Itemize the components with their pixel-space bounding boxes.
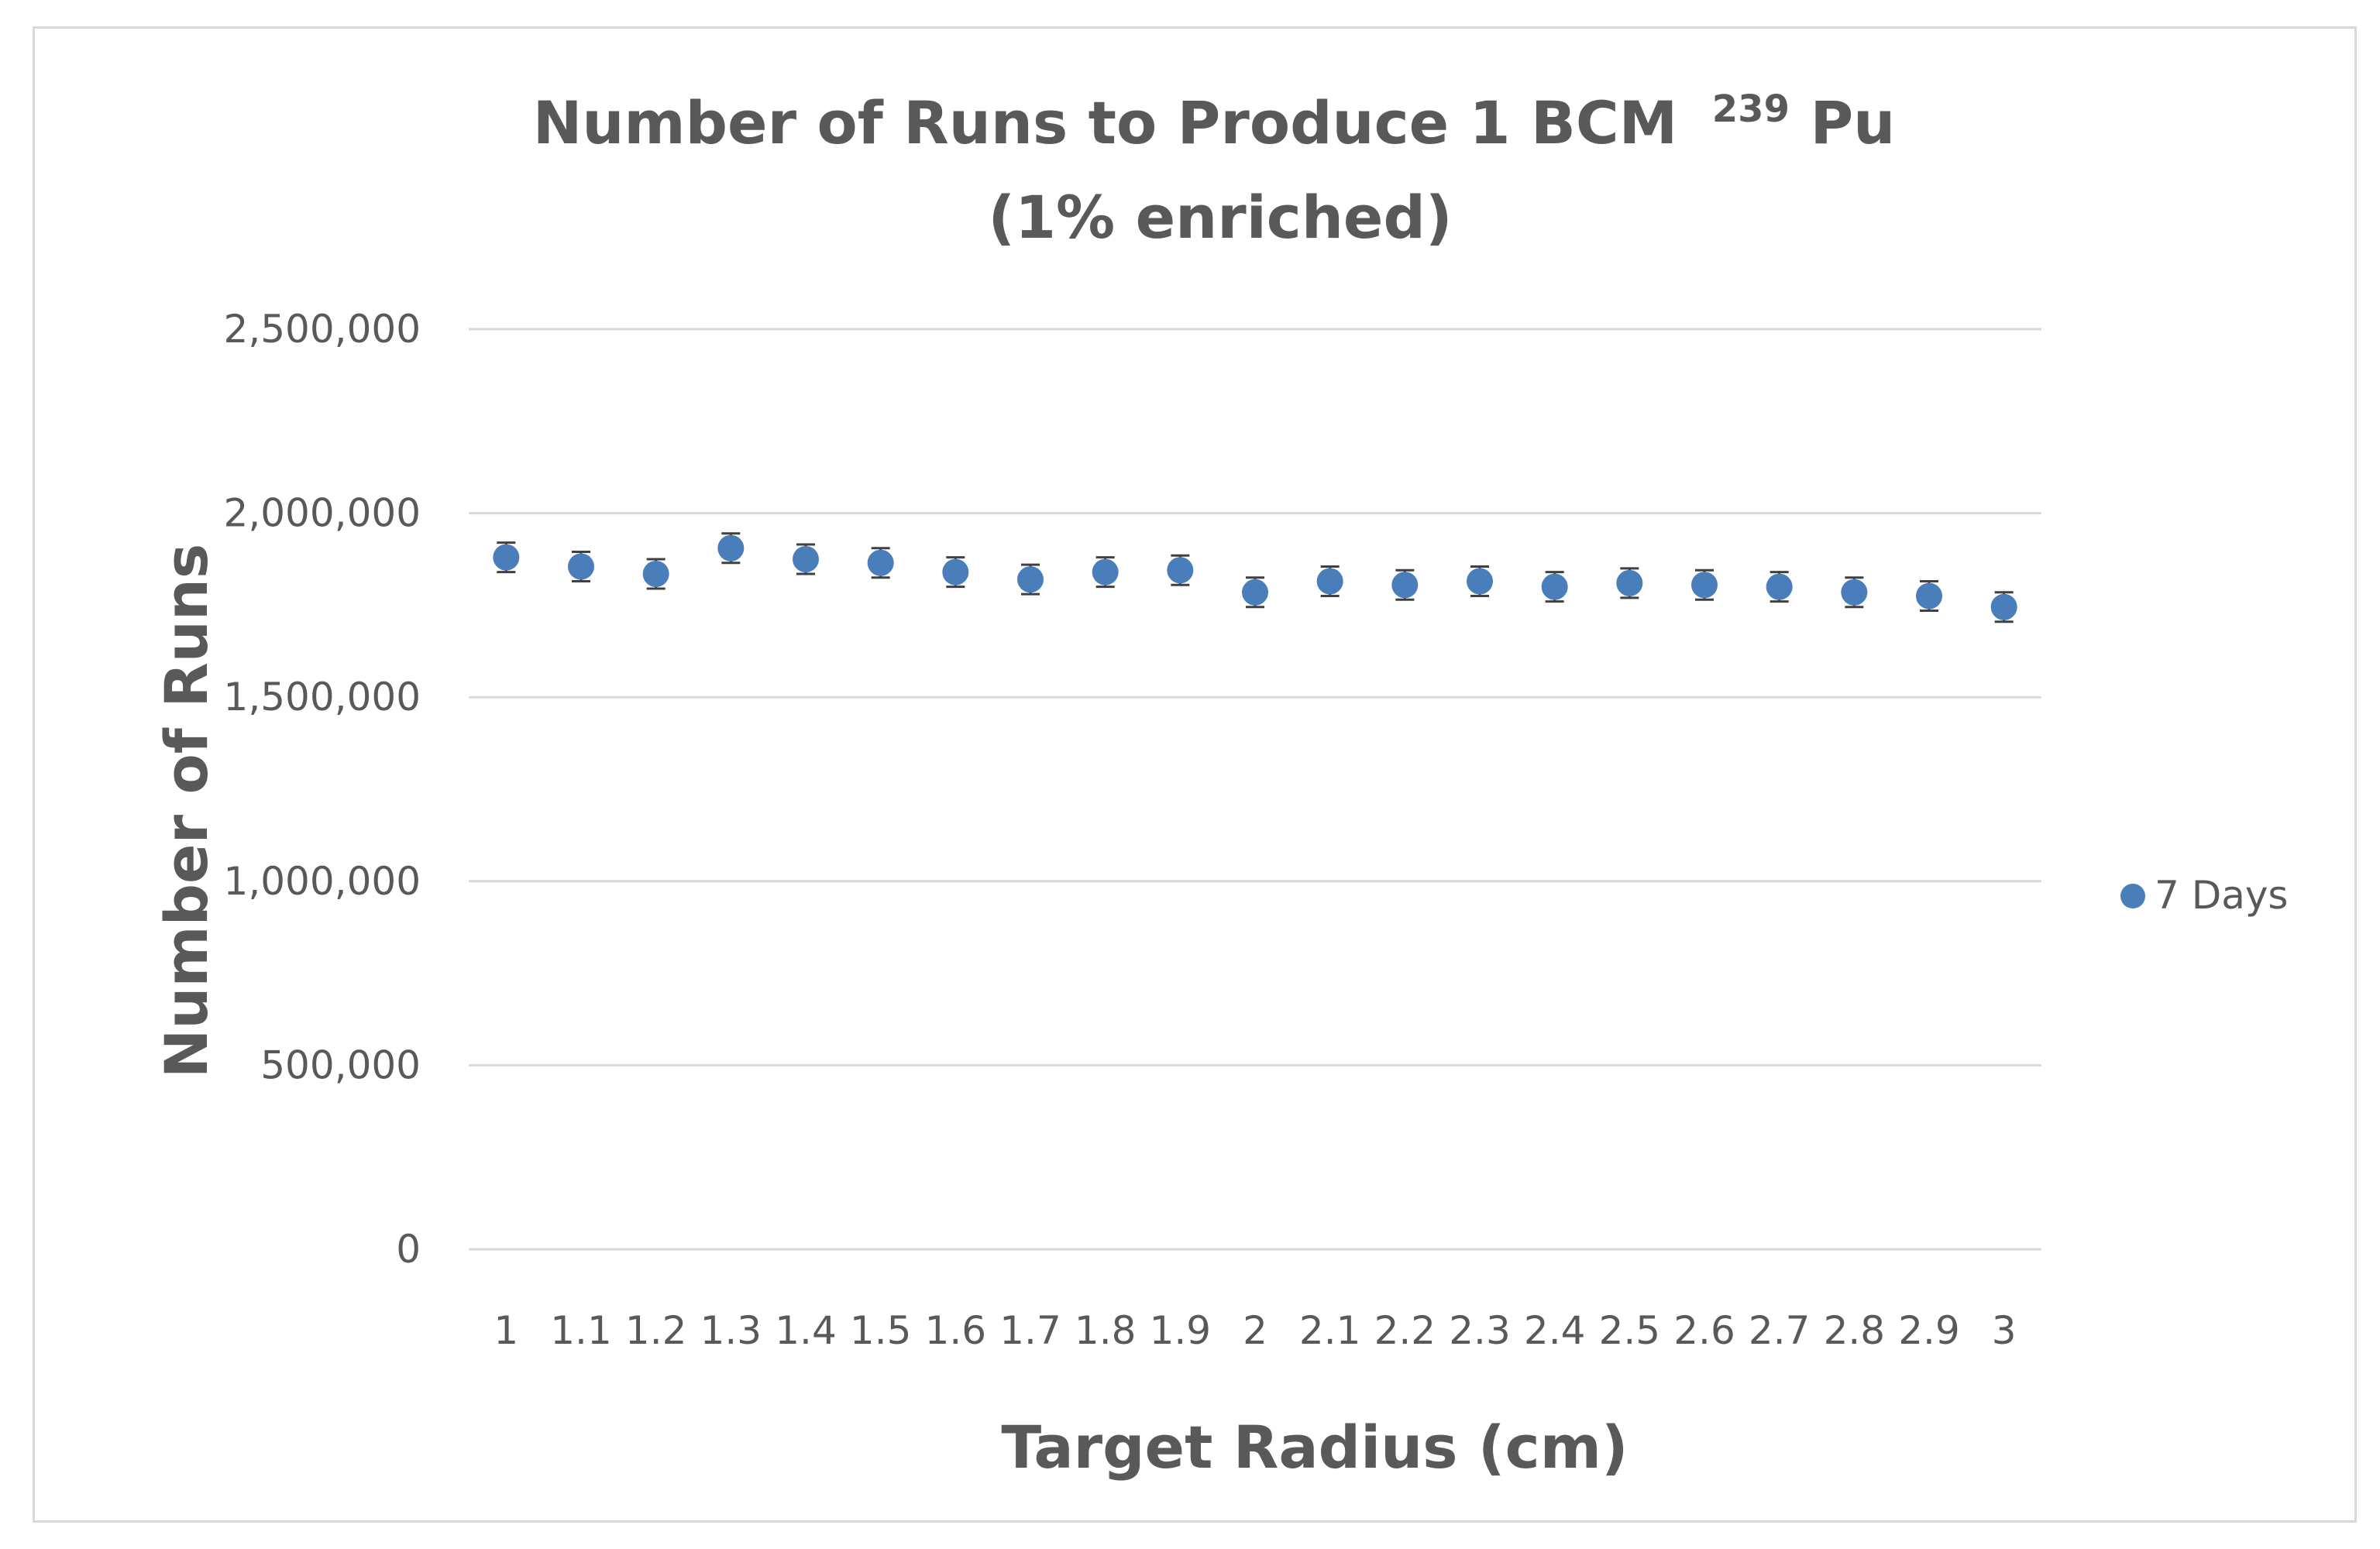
x-tick-label: 2.4	[1524, 1308, 1586, 1353]
x-tick-label: 1.2	[625, 1308, 687, 1353]
y-tick-label: 500,000	[260, 1042, 421, 1087]
data-point	[1916, 582, 1942, 610]
svg-text:Number of Runs to Produce 1 BC: Number of Runs to Produce 1 BCM 239 Pu	[533, 67, 1896, 157]
chart-title: Number of Runs to Produce 1 BCM 239 Pu (…	[533, 67, 1896, 252]
data-point	[1691, 572, 1718, 599]
data-point	[1167, 557, 1194, 584]
data-point	[1391, 572, 1419, 599]
x-tick-label: 1.1	[550, 1308, 612, 1353]
data-point	[1990, 593, 2017, 620]
x-tick-label: 2.9	[1898, 1308, 1960, 1353]
x-tick-label: 2.1	[1299, 1308, 1361, 1353]
x-axis-tick-labels: 1 1.1 1.2 1.3 1.4 1.5 1.6 1.7 1.8 1.9 2 2.1 2.2 2.3 2.…	[494, 1308, 2016, 1353]
x-tick-label: 2.3	[1449, 1308, 1511, 1353]
legend-marker-7-days	[2120, 884, 2145, 908]
x-tick-label: 2	[1243, 1308, 1267, 1353]
x-tick-label: 1.9	[1150, 1308, 1212, 1353]
x-tick-label: 2.8	[1824, 1308, 1886, 1353]
legend: 7 Days	[2120, 873, 2289, 918]
data-point	[1541, 573, 1568, 600]
x-axis-title: Target Radius (cm)	[1001, 1413, 1628, 1482]
x-tick-label: 2.2	[1374, 1308, 1436, 1353]
data-point	[867, 549, 894, 576]
data-point	[793, 546, 819, 572]
data-point	[1242, 579, 1268, 606]
x-tick-label: 1	[494, 1308, 518, 1353]
data-point	[1616, 569, 1643, 596]
y-tick-label: 2,000,000	[224, 491, 421, 536]
y-tick-label: 2,500,000	[224, 307, 421, 352]
y-axis-title: Number of Runs	[152, 544, 221, 1079]
x-tick-label: 1.3	[700, 1308, 762, 1353]
y-tick-label: 1,000,000	[224, 859, 421, 904]
x-tick-label: 1.5	[850, 1308, 912, 1353]
data-point	[1316, 568, 1343, 595]
gridlines	[469, 328, 2041, 1251]
chart-title-main: Number of Runs to Produce 1 BCM	[533, 88, 1678, 157]
x-tick-label: 2.5	[1599, 1308, 1661, 1353]
data-point	[717, 534, 745, 562]
chart-title-superscript: 239	[1712, 88, 1790, 131]
chart-subtitle: (1% enriched)	[988, 183, 1452, 252]
data-point	[1092, 558, 1119, 586]
legend-label-7-days: 7 Days	[2155, 873, 2289, 918]
x-tick-label: 2.6	[1673, 1308, 1735, 1353]
data-point	[1467, 568, 1493, 595]
x-tick-label: 1.4	[775, 1308, 837, 1353]
data-point	[942, 558, 969, 586]
data-point	[568, 553, 594, 580]
data-point	[493, 544, 520, 571]
chart-svg: Number of Runs to Produce 1 BCM 239 Pu (…	[152, 67, 2289, 1482]
series-7-days	[493, 532, 2017, 623]
y-tick-label: 0	[396, 1227, 421, 1272]
y-axis-tick-labels: 0 500,000 1,000,000 1,500,000 2,000,000 2,500…	[224, 307, 421, 1272]
data-point	[1841, 579, 1868, 606]
data-point	[1766, 573, 1793, 600]
x-tick-label: 2.7	[1749, 1308, 1811, 1353]
data-point	[642, 561, 669, 588]
x-tick-label: 1.6	[925, 1308, 987, 1353]
x-tick-label: 1.7	[999, 1308, 1061, 1353]
data-point	[1017, 566, 1044, 593]
x-tick-label: 1.8	[1075, 1308, 1137, 1353]
y-tick-label: 1,500,000	[224, 675, 421, 720]
chart-area: Number of Runs to Produce 1 BCM 239 Pu (…	[33, 26, 2357, 1523]
x-tick-label: 3	[1992, 1308, 2017, 1353]
chart-title-element: Pu	[1810, 88, 1895, 157]
